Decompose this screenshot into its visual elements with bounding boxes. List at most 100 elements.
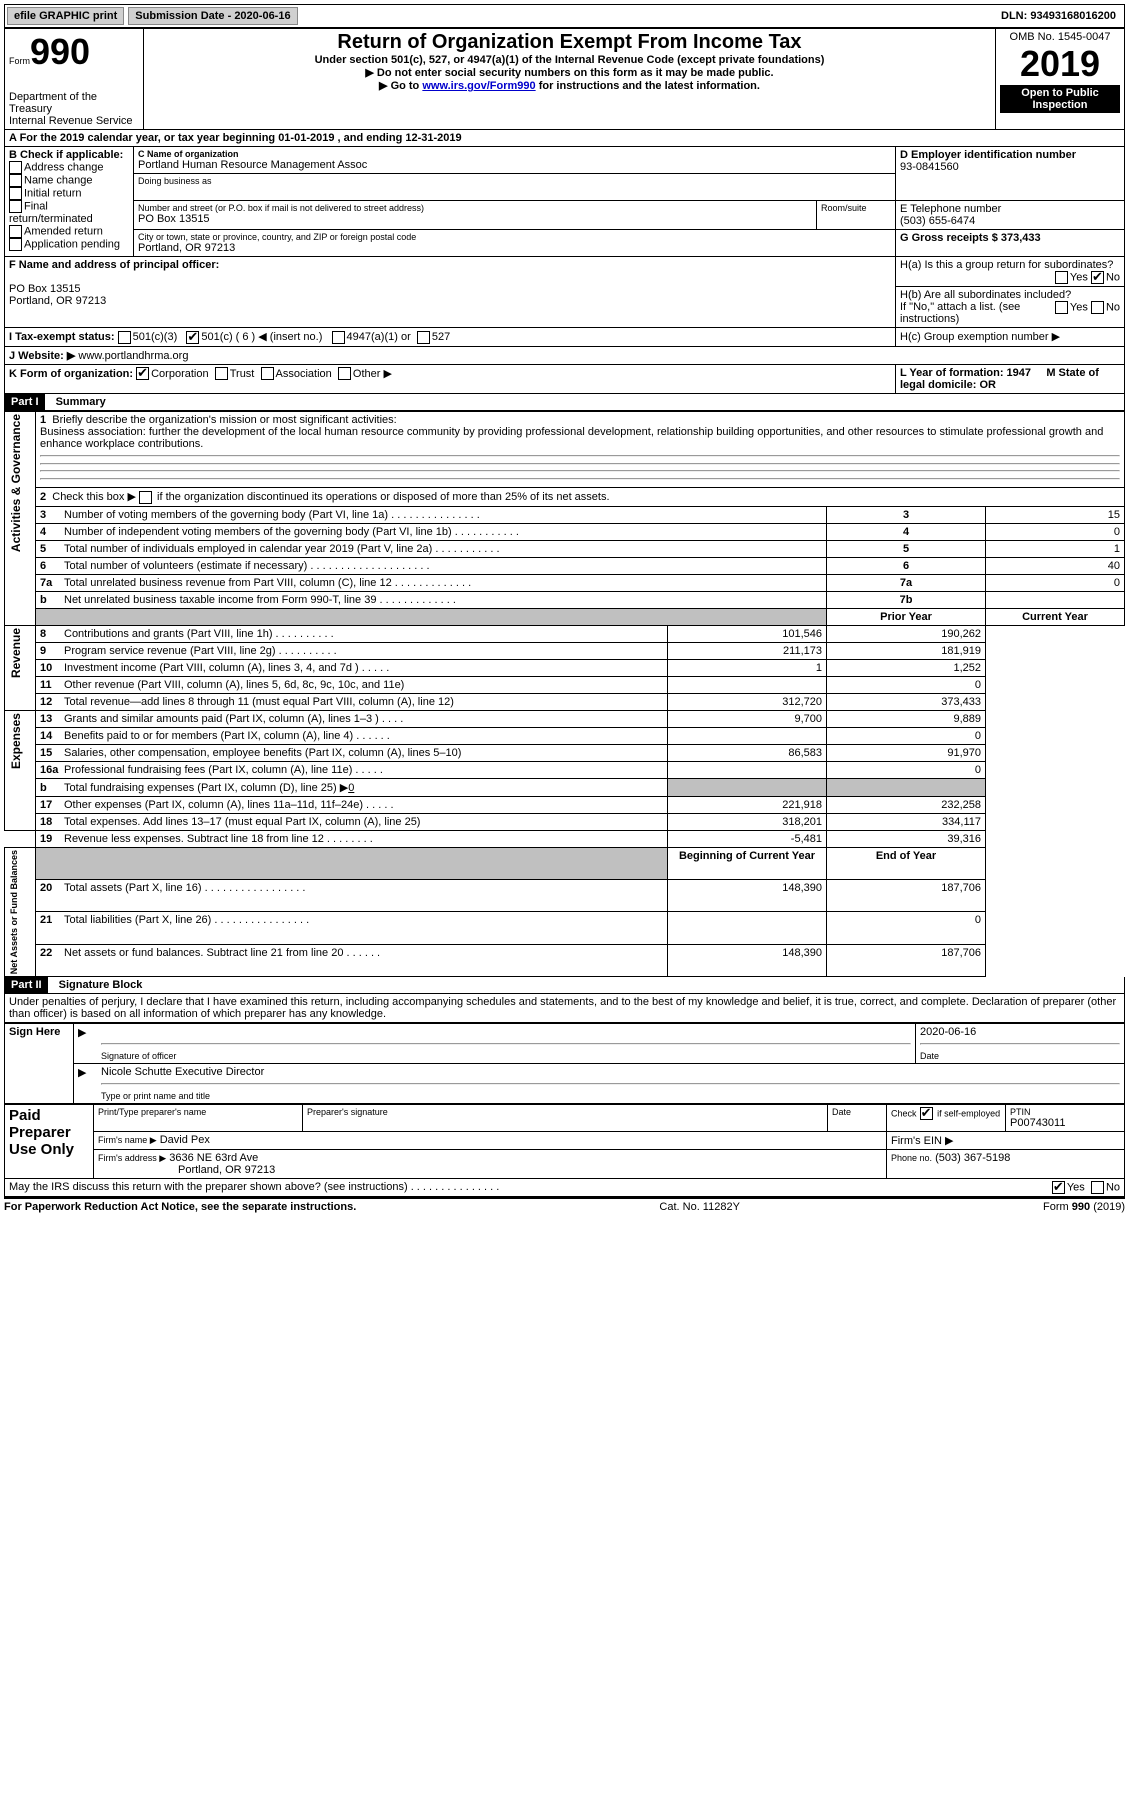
check-other[interactable] (338, 367, 351, 380)
signature-block: Sign Here ▶ Signature of officer 2020-06… (4, 1023, 1125, 1104)
k-label: K Form of organization: (9, 368, 133, 380)
officer-addr1: PO Box 13515 (9, 283, 891, 295)
form-label: Form (9, 56, 30, 66)
section-revenue: Revenue (9, 628, 23, 678)
irs-link[interactable]: www.irs.gov/Form990 (422, 80, 535, 92)
dept-treasury: Department of the Treasury Internal Reve… (9, 91, 139, 127)
phone: (503) 655-6474 (900, 215, 1120, 227)
check-amended[interactable] (9, 225, 22, 238)
check-501c[interactable] (186, 331, 199, 344)
hc-label: H(c) Group exemption number ▶ (896, 328, 1125, 347)
officer-addr2: Portland, OR 97213 (9, 295, 891, 307)
part1-header: Part I (5, 394, 45, 410)
website: www.portlandhrma.org (78, 350, 188, 362)
check-corp[interactable] (136, 367, 149, 380)
i-label: I Tax-exempt status: (9, 331, 115, 343)
ein: 93-0841560 (900, 161, 1120, 173)
tax-year: 2019 (1000, 43, 1120, 85)
part2-header: Part II (5, 977, 48, 993)
ha-label: H(a) Is this a group return for subordin… (900, 259, 1113, 271)
col-prior: Prior Year (827, 608, 986, 625)
form-header: Form990 Department of the Treasury Inter… (4, 28, 1125, 130)
omb: OMB No. 1545-0047 (1000, 31, 1120, 43)
paid-preparer: Paid Preparer Use Only Print/Type prepar… (4, 1104, 1125, 1179)
line7a-val: 0 (986, 574, 1125, 591)
ptin: P00743011 (1010, 1117, 1120, 1129)
line-a: A For the 2019 calendar year, or tax yea… (4, 130, 1125, 146)
ha-yes[interactable] (1055, 271, 1068, 284)
sig-officer-label: Signature of officer (101, 1051, 911, 1061)
firm-ein-label: Firm's EIN ▶ (887, 1131, 1125, 1149)
line8-prior: 101,546 (668, 625, 827, 642)
dln: DLN: 93493168016200 (1001, 10, 1122, 22)
part1-title: Summary (48, 396, 106, 408)
ein-label: D Employer identification number (900, 149, 1120, 161)
j-label: J Website: ▶ (9, 350, 75, 362)
check-501c3[interactable] (118, 331, 131, 344)
check-name[interactable] (9, 174, 22, 187)
check-527[interactable] (417, 331, 430, 344)
sign-here: Sign Here (5, 1023, 74, 1103)
paperwork: For Paperwork Reduction Act Notice, see … (4, 1201, 356, 1213)
line6-val: 40 (986, 557, 1125, 574)
sig-date: 2020-06-16 (920, 1026, 1120, 1038)
check-trust[interactable] (215, 367, 228, 380)
org-name: Portland Human Resource Management Assoc (138, 159, 891, 171)
officer-label: F Name and address of principal officer: (9, 259, 891, 271)
dba-label: Doing business as (138, 176, 891, 186)
city-label: City or town, state or province, country… (138, 232, 891, 242)
firm-addr1: 3636 NE 63rd Ave (169, 1152, 258, 1164)
top-bar: efile GRAPHIC print Submission Date - 20… (4, 4, 1125, 28)
check-address[interactable] (9, 161, 22, 174)
phone-label: E Telephone number (900, 203, 1120, 215)
part1-table: Activities & Governance 1 Briefly descri… (4, 411, 1125, 977)
ha-no[interactable] (1091, 271, 1104, 284)
check-pending[interactable] (9, 238, 22, 251)
hb-label: H(b) Are all subordinates included? (900, 289, 1071, 301)
line1-text: Business association: further the develo… (40, 426, 1103, 450)
line1-label: Briefly describe the organization's miss… (52, 414, 396, 426)
form-footer: Form 990 (2019) (1043, 1201, 1125, 1213)
discuss-no[interactable] (1091, 1181, 1104, 1194)
check-4947[interactable] (332, 331, 345, 344)
officer-name: Nicole Schutte Executive Director (101, 1066, 1120, 1078)
city: Portland, OR 97213 (138, 242, 891, 254)
discuss-yes[interactable] (1052, 1181, 1065, 1194)
line4-val: 0 (986, 523, 1125, 540)
l-label: L Year of formation: 1947 (900, 367, 1031, 379)
form-note1: ▶ Do not enter social security numbers o… (148, 66, 991, 79)
firm-name: David Pex (160, 1134, 210, 1146)
hb-no[interactable] (1091, 301, 1104, 314)
check-self-employed[interactable] (920, 1107, 933, 1120)
box-b-label: B Check if applicable: (9, 149, 129, 161)
check-assoc[interactable] (261, 367, 274, 380)
cat-no: Cat. No. 11282Y (356, 1201, 1043, 1213)
section-net: Net Assets or Fund Balances (9, 850, 19, 974)
officer-name-label: Type or print name and title (101, 1091, 1120, 1101)
line7b-val (986, 591, 1125, 608)
date-label: Date (920, 1051, 1120, 1061)
efile-button[interactable]: efile GRAPHIC print (7, 7, 124, 25)
line3-val: 15 (986, 506, 1125, 523)
form-title: Return of Organization Exempt From Incom… (148, 31, 991, 54)
line8-curr: 190,262 (827, 625, 986, 642)
form-note2: ▶ Go to www.irs.gov/Form990 for instruct… (148, 79, 991, 92)
paid-label: Paid Preparer Use Only (5, 1104, 94, 1178)
submission-date: Submission Date - 2020-06-16 (128, 7, 297, 25)
discuss-label: May the IRS discuss this return with the… (9, 1181, 408, 1194)
addr: PO Box 13515 (138, 213, 812, 225)
declaration: Under penalties of perjury, I declare th… (4, 994, 1125, 1023)
form-subtitle: Under section 501(c), 527, or 4947(a)(1)… (148, 54, 991, 66)
firm-addr2: Portland, OR 97213 (98, 1164, 275, 1176)
check-discontinued[interactable] (139, 491, 152, 504)
col-begin: Beginning of Current Year (668, 847, 827, 879)
hb-yes[interactable] (1055, 301, 1068, 314)
section-activities: Activities & Governance (9, 414, 23, 552)
identity-section: B Check if applicable: Address change Na… (4, 146, 1125, 394)
check-final[interactable] (9, 200, 22, 213)
gross-receipts: G Gross receipts $ 373,433 (900, 232, 1120, 244)
line5-val: 1 (986, 540, 1125, 557)
check-initial[interactable] (9, 187, 22, 200)
col-end: End of Year (827, 847, 986, 879)
name-label: C Name of organization (138, 149, 891, 159)
